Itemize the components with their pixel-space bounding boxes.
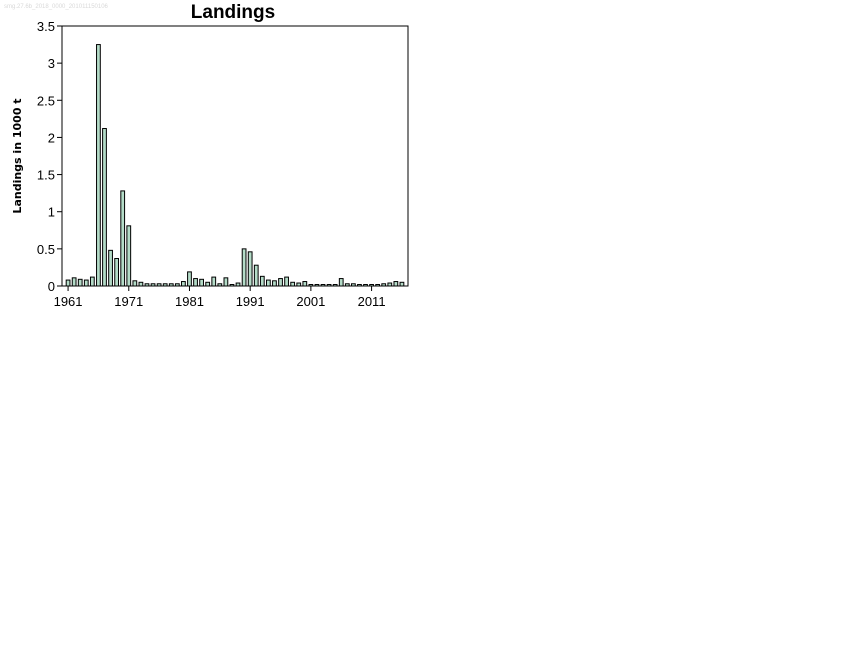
- bar-1966: [96, 44, 101, 287]
- x-axis: 1961 1971 1981 1991 2001 2011: [54, 286, 386, 309]
- chart-title: Landings: [191, 2, 275, 23]
- y-tick-label: 2: [48, 130, 55, 145]
- bar-1990: [241, 248, 247, 287]
- bar-1984: [205, 281, 211, 287]
- y-tick-label: 1: [48, 205, 55, 220]
- y-tick-label: 0.5: [37, 242, 55, 257]
- bar-1967: [102, 128, 107, 287]
- x-tick-label: 1981: [175, 294, 204, 309]
- bar-2000: [302, 281, 308, 287]
- bar-1965: [89, 276, 95, 287]
- bar-1993: [259, 275, 265, 287]
- bar-1971: [126, 225, 132, 287]
- x-tick-label: 1971: [114, 294, 143, 309]
- bar-1982: [193, 278, 198, 287]
- bar-1983: [199, 278, 204, 287]
- bar-1973: [138, 281, 144, 287]
- bar-1972: [132, 280, 138, 287]
- bar-1980: [181, 281, 186, 287]
- bar-1991: [247, 251, 253, 287]
- plot-frame: [61, 25, 409, 287]
- bar-1961: [65, 279, 71, 287]
- watermark-text: smg.27.6b_2018_0000_201011150106: [4, 4, 108, 10]
- bar-1992: [253, 264, 259, 287]
- bar-1996: [278, 278, 283, 287]
- bar-1981: [187, 271, 192, 287]
- y-tick-label: 1.5: [37, 168, 55, 183]
- y-tick-label: 2.5: [37, 93, 55, 108]
- x-tick-label: 1961: [54, 294, 83, 309]
- bar-1969: [114, 258, 120, 287]
- bar-1964: [83, 279, 89, 287]
- x-tick-label: 1991: [236, 294, 265, 309]
- x-tick-label: 2011: [358, 294, 386, 309]
- bar-1968: [108, 249, 113, 287]
- y-tick-label: 0: [48, 279, 55, 294]
- y-tick-label: 3.5: [37, 19, 55, 34]
- bar-1995: [272, 280, 277, 287]
- bar-2015: [393, 281, 399, 287]
- bar-2006: [338, 278, 344, 287]
- bar-1987: [223, 277, 229, 287]
- bar-1997: [284, 276, 289, 287]
- bar-2016: [399, 281, 405, 287]
- bars-group: [65, 44, 405, 287]
- y-axis: 0 0.5 1 1.5 2 2.5 3 3.5: [37, 19, 62, 294]
- bar-1985: [211, 276, 217, 287]
- bar-1998: [290, 281, 296, 287]
- y-axis-label: Landings in 1000 t: [11, 98, 24, 213]
- bar-1970: [120, 190, 126, 287]
- bar-1963: [77, 278, 83, 287]
- y-tick-label: 3: [48, 56, 55, 71]
- bar-1962: [71, 277, 77, 287]
- bar-1994: [266, 279, 271, 287]
- x-tick-label: 2001: [296, 294, 325, 309]
